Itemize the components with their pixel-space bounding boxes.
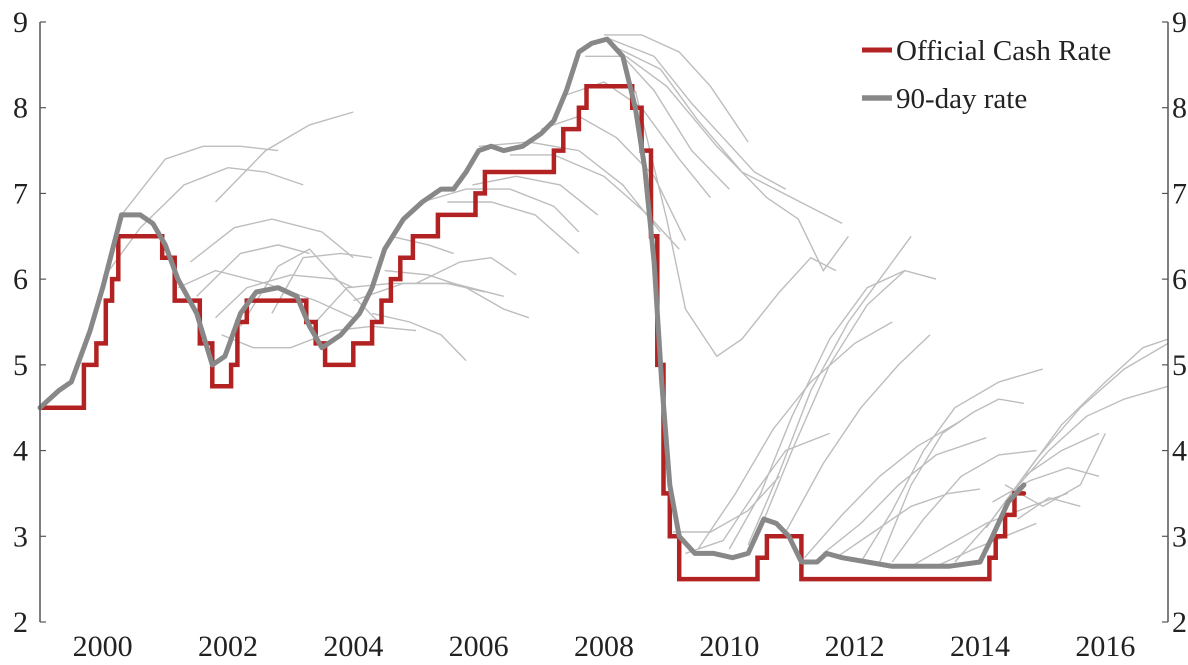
forecast-path-42 [910,492,1068,567]
forecast-path-30 [685,432,830,555]
y-tick-left: 6 [13,263,28,296]
forecast-path-5 [215,274,354,319]
forecast-path-26 [616,47,843,225]
forecast-path-4 [196,244,310,297]
forecast-path-19 [478,141,661,233]
forecast-path-40 [879,398,1025,563]
forecast-path-38 [835,488,981,559]
forecast-path-36 [803,419,962,559]
forecast-path-21 [541,115,687,241]
forecast-path-18 [472,175,599,216]
forecast-path-6 [177,269,354,319]
y-tick-left: 9 [13,6,28,39]
forecast-path-7 [221,325,417,349]
forecast-paths [102,34,1169,567]
x-tick-label: 2016 [1075,630,1135,663]
x-tick-label: 2000 [73,630,133,663]
x-tick-label: 2006 [449,630,509,663]
forecast-path-50 [992,466,1100,503]
forecast-path-47 [1010,385,1169,494]
forecast-path-0 [102,166,304,280]
y-tick-right: 6 [1172,263,1187,296]
y-tick-right: 7 [1172,177,1187,210]
forecast-path-32 [728,269,937,550]
forecast-path-29 [672,475,781,533]
ocr-line [37,84,1027,582]
y-tick-right: 3 [1172,520,1187,553]
forecast-path-23 [585,55,730,190]
legend: Official Cash Rate 90-day rate [862,35,1111,115]
forecast-path-12 [415,256,517,285]
forecast-path-34 [760,270,906,528]
x-tick-label: 2012 [825,630,885,663]
x-tick-label: 2002 [198,630,258,663]
forecast-path-41 [891,449,1037,563]
x-tick-label: 2008 [574,630,634,663]
y-tick-right: 9 [1172,6,1187,39]
forecast-path-16 [422,188,580,233]
ninety-day-line [37,36,1027,569]
x-tick-label: 2010 [699,630,759,663]
forecast-path-37 [822,437,987,554]
forecast-path-33 [747,235,912,546]
legend-label-ocr: Official Cash Rate [896,35,1111,67]
forecast-path-8 [239,248,379,327]
forecast-path-39 [860,368,1043,563]
x-tick-label: 2004 [323,630,383,663]
forecast-path-2 [214,111,354,203]
series-lines [37,36,1027,582]
forecast-path-9 [271,252,373,314]
forecast-path-20 [510,154,680,250]
x-tick-label: 2014 [950,630,1010,663]
forecast-path-48 [1017,496,1081,520]
y-tick-left: 5 [13,349,28,382]
forecast-path-15 [390,235,454,255]
forecast-path-35 [785,334,931,533]
forecast-path-13 [371,312,467,362]
forecast-path-3 [189,218,354,263]
y-tick-left: 2 [13,606,28,639]
forecast-path-17 [447,201,580,254]
y-tick-left: 4 [13,435,28,468]
legend-label-90day: 90-day rate [896,83,1027,115]
forecast-path-10 [315,282,486,323]
y-tick-left: 3 [13,520,28,553]
forecast-path-11 [384,269,530,319]
y-tick-left: 7 [13,177,28,210]
forecast-path-25 [610,38,787,190]
tick-labels: 2 2 3 3 4 4 5 5 6 6 7 7 8 8 9 9 2000 2002 2004 2006 2008 2010… [13,6,1187,663]
forecast-path-1 [120,145,279,216]
y-tick-right: 4 [1172,435,1187,468]
forecast-path-24 [604,34,749,143]
forecast-path-28 [634,90,837,358]
forecast-path-27 [625,55,849,272]
forecast-path-31 [697,321,893,550]
y-tick-right: 5 [1172,349,1187,382]
y-tick-right: 2 [1172,606,1187,639]
forecast-path-46 [998,342,1169,512]
y-tick-left: 8 [13,92,28,125]
forecast-path-14 [353,282,504,302]
axes [39,22,1169,622]
y-tick-right: 8 [1172,92,1187,125]
